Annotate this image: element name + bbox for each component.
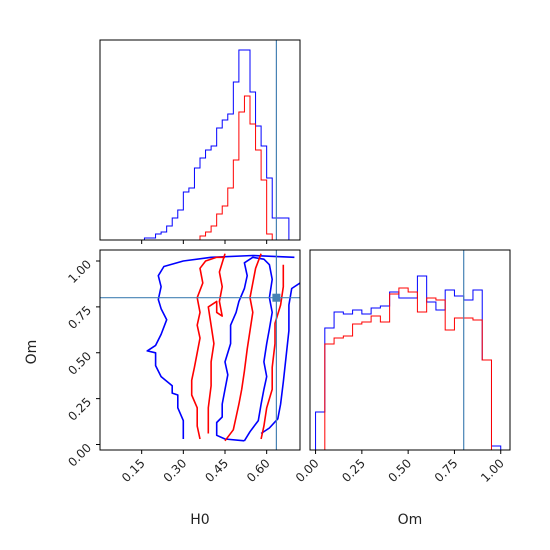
contour-line-4 [190,256,225,440]
om-tick-label: 1.00 [478,456,507,485]
contour-line-6 [224,253,262,442]
om-tick-label: 0.75 [432,456,461,485]
contour-line-5 [207,253,226,434]
h0-tick-label: 0.60 [244,456,273,485]
om-tick-label: 0.25 [339,456,368,485]
h0-marginal-frame [99,39,301,241]
h0-tick-label: 0.15 [119,456,148,485]
om-y-tick-label: 1.00 [65,257,94,286]
h0-marginal-panel [99,39,301,244]
contour-line-3 [260,282,300,435]
om-y-tick-label: 0.00 [65,441,94,470]
om-marginal-frame [309,249,511,451]
om-y-tick-label: 0.25 [65,395,94,424]
om-y-axis-label: Om [24,340,40,365]
om-histogram-series-2 [315,287,501,451]
contour-line-1 [146,254,295,439]
h0-tick-label: 0.30 [161,456,190,485]
h0-axis-label: H0 [190,512,209,528]
joint-truth-marker [272,293,281,302]
joint-frame [99,249,301,451]
om-y-tick-label: 0.50 [65,349,94,378]
contour-line-7 [260,264,285,440]
contour-line-2 [215,256,274,442]
om-y-tick-label: 0.75 [65,303,94,332]
om-tick-label: 0.50 [385,456,414,485]
om-tick-label: 0.00 [293,456,322,485]
h0-histogram-series-2 [127,95,295,241]
om-histogram-series-1 [315,275,502,450]
h0-histogram-series-1 [127,49,295,241]
joint-contours [146,253,300,442]
om-axis-label: Om [398,512,423,528]
joint-contour-panel: 0.15 0.30 0.45 0.60 0.00 0.25 0.50 0.75 1.00 [65,249,301,485]
om-marginal-panel: 0.00 0.25 0.50 0.75 1.00 [293,249,511,485]
h0-tick-label: 0.45 [202,456,231,485]
